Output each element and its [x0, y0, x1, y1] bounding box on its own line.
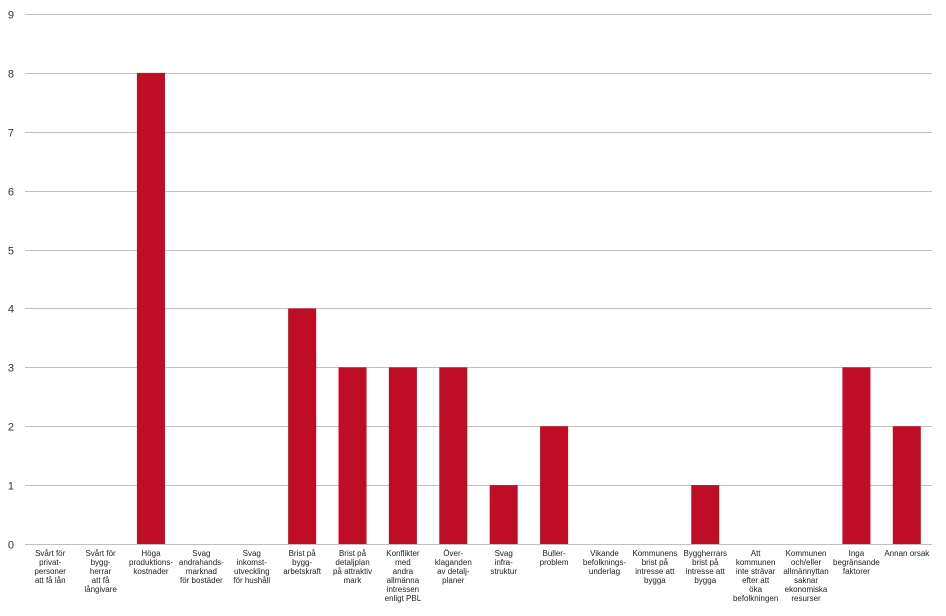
gridlines	[25, 14, 932, 545]
x-tick-label: Höga produktions-kostnader	[129, 549, 173, 576]
x-tick-label: Konflikter med andra allmänna intressen enlig…	[385, 549, 422, 603]
bar	[288, 308, 317, 544]
x-tick-label: Svag infra-struktur	[490, 549, 517, 576]
x-axis-labels: Svårt för privat-personer att få lån Svårt …	[34, 549, 930, 603]
x-tick-label: Svag inkomst-utveckling för hushåll	[233, 549, 270, 585]
y-tick-label: 5	[8, 246, 14, 258]
x-tick-label: Brist på bygg-arbetskraft	[283, 549, 322, 576]
bar	[439, 367, 468, 544]
x-tick-label: Att kommunen inte strävar efter att öka befol…	[733, 549, 778, 603]
x-tick-label: Brist på detaljplan på attraktiv mark	[333, 549, 372, 585]
y-tick-label: 2	[8, 422, 14, 434]
x-tick-label: Vikande befolknings-underlag	[583, 549, 626, 576]
bar	[489, 485, 518, 544]
y-tick-label: 1	[8, 481, 14, 493]
bars	[136, 72, 921, 544]
x-tick-label: Byggherrars brist på intresse att bygga	[683, 549, 727, 585]
y-tick-label: 7	[8, 128, 14, 140]
x-tick-label: Annan orsak	[884, 549, 930, 558]
x-tick-label: Inga begränsande faktorer	[833, 549, 880, 576]
bar	[338, 367, 367, 544]
y-tick-label: 8	[8, 69, 14, 81]
y-tick-label: 4	[8, 304, 14, 316]
bar	[892, 426, 921, 544]
y-tick-label: 9	[8, 10, 14, 22]
bar	[691, 485, 720, 544]
y-axis-ticks: 0 1 2 3 4 5 6 7 8 9	[8, 10, 14, 552]
y-tick-label: 6	[8, 187, 14, 199]
x-tick-label: Kommunens brist på intresse att bygga	[632, 549, 677, 585]
bar	[136, 72, 165, 544]
y-tick-label: 3	[8, 363, 14, 375]
x-tick-label: Buller-problem	[540, 549, 569, 567]
x-tick-label: Svag andrahands-marknad för bostäder	[179, 549, 224, 585]
x-tick-label: Över-klaganden av detalj-planer	[435, 549, 472, 585]
bar	[540, 426, 569, 544]
x-tick-label: Svårt för bygg-herrar att få långivare	[84, 549, 117, 594]
x-tick-label: Kommunen och/eller allmännyttan saknar ekono…	[783, 549, 828, 603]
x-tick-label: Svårt för privat-personer att få lån	[34, 549, 66, 585]
bar	[842, 367, 871, 544]
y-tick-label: 0	[8, 540, 14, 552]
bar	[388, 367, 417, 544]
